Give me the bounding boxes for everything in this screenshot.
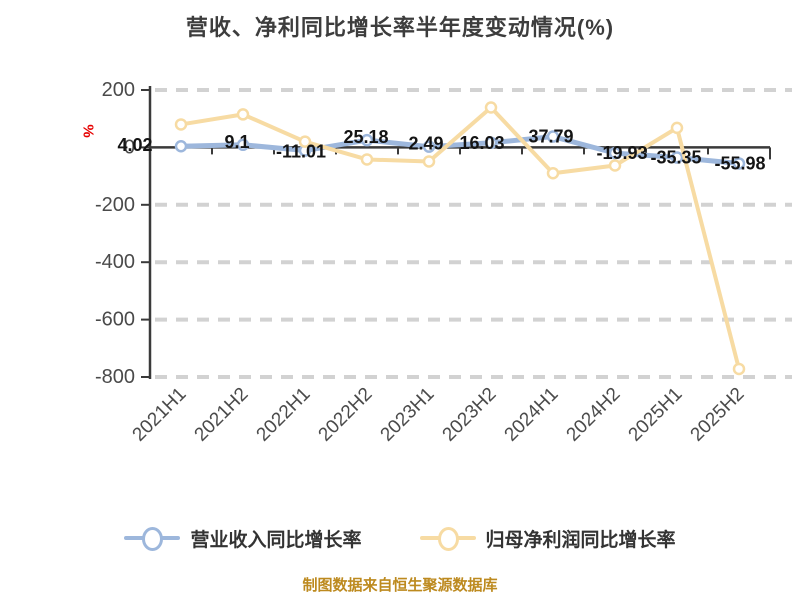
data-point-marker[interactable] <box>484 101 498 114</box>
data-point-marker[interactable] <box>732 157 746 170</box>
series-net-profit <box>174 101 746 376</box>
data-point-marker[interactable] <box>546 130 560 143</box>
legend-label-revenue: 营业收入同比增长率 <box>190 529 362 551</box>
data-point-marker[interactable] <box>298 135 312 148</box>
data-point-marker[interactable] <box>422 140 436 153</box>
x-axis: 2021H1 2021H2 2022H1 2022H2 2023H1 2023H2 2024… <box>129 146 771 446</box>
x-tick-label: 2023H2 <box>439 384 501 446</box>
data-point-marker[interactable] <box>174 118 188 131</box>
chart-title: 营收、净利同比增长率半年度变动情况(%) <box>185 15 615 40</box>
data-point-marker[interactable] <box>360 133 374 147</box>
data-point-marker[interactable] <box>608 159 622 172</box>
legend-marker-net-profit-icon <box>419 527 476 551</box>
data-labels: 4.02 9.1 -11.01 25.18 2.49 16.03 37.79 -19.93 -3… <box>117 127 765 174</box>
y-axis-unit: % <box>80 124 97 137</box>
x-tick-label: 2025H1 <box>625 384 687 446</box>
legend: 营业收入同比增长率 归母净利润同比增长率 <box>0 518 800 558</box>
data-point-marker[interactable] <box>484 136 498 150</box>
legend-label-net-profit: 归母净利润同比增长率 <box>485 529 676 551</box>
y-tick-label: -800 <box>95 366 135 388</box>
data-point-label: 16.03 <box>459 133 504 153</box>
legend-item-revenue[interactable]: 营业收入同比增长率 <box>124 525 362 552</box>
x-tick-label: 2021H1 <box>129 384 191 446</box>
y-tick-label: 200 <box>102 79 135 101</box>
data-point-label: -11.01 <box>276 142 326 162</box>
x-tick-label: 2022H2 <box>315 384 377 446</box>
y-tick-label: 0 <box>124 136 135 158</box>
data-point-label: 4.02 <box>117 135 152 155</box>
data-point-label: 9.1 <box>224 132 249 152</box>
series-revenue <box>174 130 746 170</box>
x-tick-label: 2024H2 <box>563 384 625 446</box>
data-point-marker[interactable] <box>236 138 250 152</box>
data-point-marker[interactable] <box>670 151 684 164</box>
y-tick-label: -600 <box>95 309 135 331</box>
y-tick-label: -400 <box>95 251 135 273</box>
data-point-marker[interactable] <box>360 153 374 166</box>
legend-item-net-profit[interactable]: 归母净利润同比增长率 <box>419 525 676 552</box>
grid-lines <box>155 88 792 379</box>
data-point-label: 37.79 <box>528 127 573 147</box>
x-tick-label: 2023H1 <box>377 384 439 446</box>
data-point-label: -35.35 <box>650 148 701 168</box>
data-point-marker[interactable] <box>732 362 746 376</box>
data-point-label: -55.98 <box>714 153 765 173</box>
y-axis: 200 0 -200 -400 -600 -800% <box>80 79 152 388</box>
data-point-label: 25.18 <box>343 127 388 147</box>
data-point-marker[interactable] <box>236 108 250 121</box>
x-tick-label: 2025H2 <box>687 384 749 446</box>
legend-marker-revenue-icon <box>124 527 181 551</box>
data-point-label: -19.93 <box>596 143 647 163</box>
x-tick-label: 2024H1 <box>501 384 563 446</box>
x-tick-label: 2021H2 <box>191 384 253 446</box>
data-point-marker[interactable] <box>546 166 560 180</box>
y-tick-label: -200 <box>95 194 135 216</box>
data-source-note: 制图数据来自恒生聚源数据库 <box>302 577 498 594</box>
x-tick-label: 2022H1 <box>253 384 315 446</box>
data-point-label: 2.49 <box>408 134 443 154</box>
data-point-marker[interactable] <box>422 155 436 168</box>
data-point-marker[interactable] <box>608 146 622 160</box>
data-point-marker[interactable] <box>174 139 188 153</box>
data-point-marker[interactable] <box>670 121 684 135</box>
